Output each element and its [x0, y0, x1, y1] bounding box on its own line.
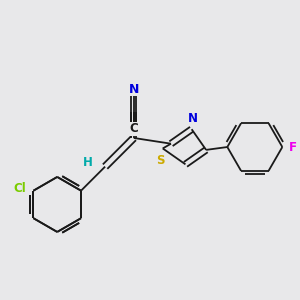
Text: F: F [289, 140, 297, 154]
Text: N: N [129, 83, 139, 96]
Text: S: S [156, 154, 164, 167]
Text: C: C [129, 122, 138, 135]
Text: H: H [82, 155, 92, 169]
Text: Cl: Cl [14, 182, 26, 196]
Text: N: N [188, 112, 198, 125]
